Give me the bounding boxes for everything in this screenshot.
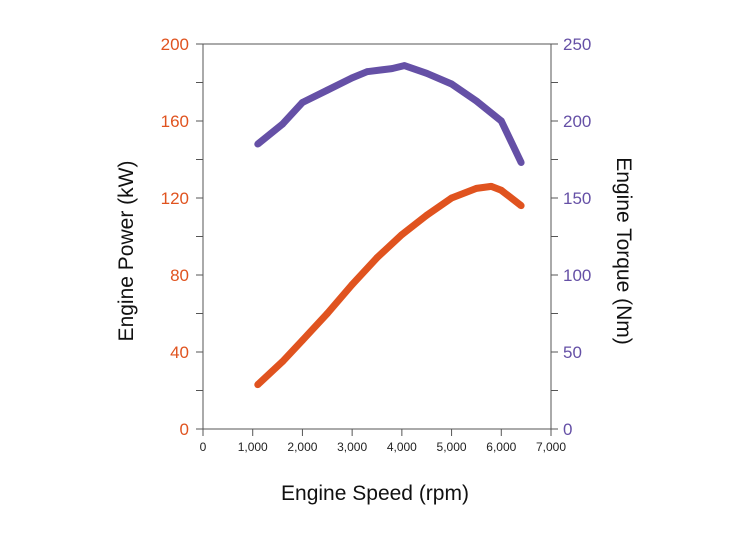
x-axis-title: Engine Speed (rpm) bbox=[281, 482, 469, 505]
torque-data-point bbox=[423, 69, 431, 77]
power-data-point bbox=[497, 186, 505, 194]
torque-data-point bbox=[473, 97, 480, 105]
power-data-point bbox=[373, 254, 381, 262]
x-tick-label: 7,000 bbox=[536, 440, 566, 454]
power-data-point bbox=[473, 185, 480, 192]
left-y-tick-label: 40 bbox=[170, 343, 189, 362]
right-y-tick-label: 150 bbox=[563, 189, 591, 208]
series-layer bbox=[254, 62, 525, 389]
left-y-tick-label: 160 bbox=[161, 112, 189, 131]
right-y-tick-label: 250 bbox=[563, 35, 591, 54]
left-y-tick-label: 200 bbox=[161, 35, 189, 54]
torque-data-point bbox=[400, 62, 408, 69]
power-data-point bbox=[423, 211, 431, 219]
power-data-point bbox=[323, 310, 331, 317]
x-tick-label: 0 bbox=[200, 440, 207, 454]
torque-data-point bbox=[388, 65, 396, 72]
torque-data-point bbox=[363, 68, 371, 76]
left-y-tick-label: 120 bbox=[161, 189, 189, 208]
left-y-tick-label: 80 bbox=[170, 266, 189, 285]
right-y-axis-title: Engine Torque (Nm) bbox=[612, 157, 635, 345]
torque-data-point bbox=[279, 120, 286, 128]
power-data-point bbox=[517, 202, 525, 210]
torque-data-point bbox=[254, 140, 262, 148]
power-data-point bbox=[487, 183, 495, 190]
left-y-tick-label: 0 bbox=[180, 420, 189, 439]
right-y-tick-label: 50 bbox=[563, 343, 582, 362]
torque-series-line bbox=[255, 62, 525, 165]
right-y-tick-label: 200 bbox=[563, 112, 591, 131]
right-y-tick-label: 0 bbox=[563, 420, 572, 439]
x-tick-label: 3,000 bbox=[337, 440, 367, 454]
left-y-axis-title: Engine Power (kW) bbox=[115, 161, 138, 342]
power-data-point bbox=[254, 381, 262, 389]
power-data-point bbox=[348, 281, 356, 288]
axis-ticks: 0 40 80 120 160 200 0 50 100 150 200 250 0 1,000 2,000… bbox=[161, 35, 592, 454]
x-tick-label: 4,000 bbox=[387, 440, 417, 454]
right-y-tick-label: 100 bbox=[563, 266, 591, 285]
x-tick-label: 6,000 bbox=[486, 440, 516, 454]
x-tick-label: 5,000 bbox=[437, 440, 467, 454]
x-tick-label: 1,000 bbox=[238, 440, 268, 454]
torque-data-point bbox=[448, 80, 455, 88]
power-data-point bbox=[299, 337, 306, 344]
torque-data-point bbox=[323, 86, 331, 94]
torque-data-point bbox=[299, 99, 306, 106]
x-tick-label: 2,000 bbox=[287, 440, 317, 454]
power-data-point bbox=[279, 358, 286, 365]
power-data-point bbox=[398, 231, 406, 239]
torque-data-point bbox=[497, 117, 505, 125]
plot-frame bbox=[202, 43, 552, 430]
torque-data-point bbox=[348, 74, 356, 82]
power-data-point bbox=[448, 194, 455, 202]
torque-data-point bbox=[517, 159, 525, 167]
power-series-line bbox=[255, 182, 524, 388]
